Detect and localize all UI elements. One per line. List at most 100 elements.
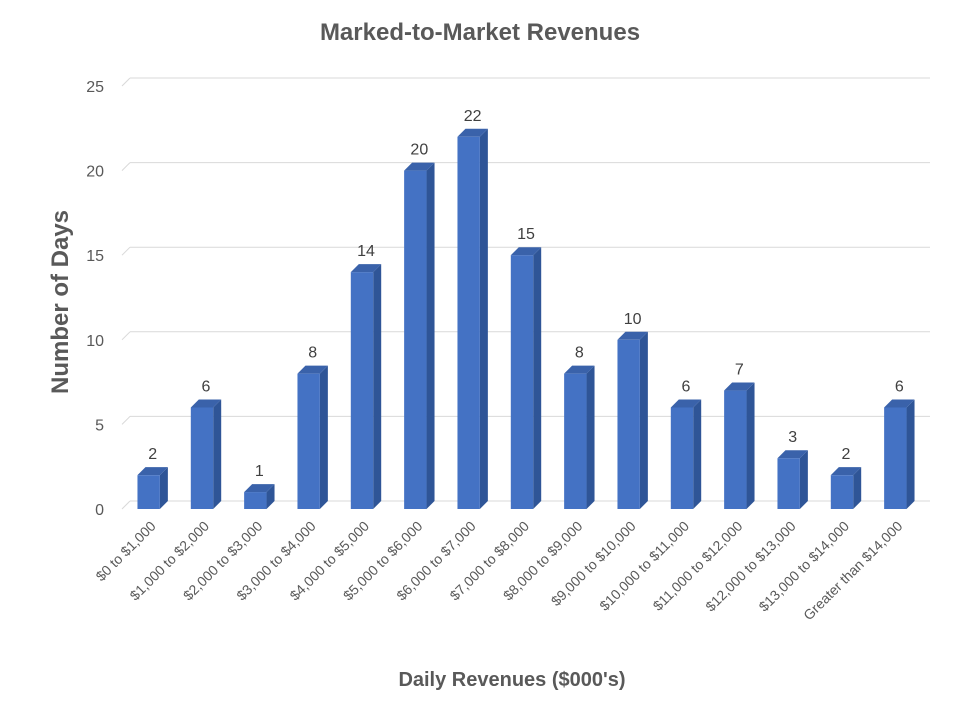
bar-front (190, 407, 214, 509)
bar-10 (670, 399, 702, 509)
gridline-depth-15 (121, 246, 131, 256)
bar-front (404, 170, 427, 509)
bar-top (137, 467, 168, 476)
bar-front (617, 339, 640, 509)
bar-front (724, 390, 747, 509)
data-label: 1 (255, 463, 264, 480)
bar-front (777, 458, 800, 509)
bar-side (373, 264, 382, 509)
bar-side (159, 467, 168, 509)
bar-top (404, 162, 435, 171)
bar-6 (457, 128, 488, 509)
data-label: 6 (895, 378, 904, 395)
bar-11 (724, 382, 755, 509)
y-tick-label: 25 (86, 79, 104, 96)
bar-side (479, 128, 488, 509)
bar-front (830, 475, 854, 509)
y-tick-label: 0 (95, 502, 104, 519)
bar-side (266, 484, 275, 509)
x-axis-title: Daily Revenues ($000's) (398, 669, 625, 691)
data-labels: 2 6 1 8 14 20 22 15 8 10 6 7 3 2 6 (148, 108, 904, 480)
bar-front (350, 272, 374, 509)
bar-top (244, 484, 275, 493)
bar-front (670, 407, 694, 509)
bar-top (777, 450, 808, 459)
bar-1 (190, 399, 222, 509)
y-axis-ticks: 0 5 10 15 20 25 (86, 79, 104, 519)
data-label: 15 (517, 226, 535, 243)
gridline-depth-25 (121, 77, 131, 87)
bar-side (799, 450, 808, 509)
gridline-depth-20 (121, 162, 131, 171)
y-tick-label: 5 (95, 417, 104, 434)
bar-side (533, 247, 542, 509)
data-label: 8 (575, 345, 584, 362)
bar-12 (777, 450, 808, 509)
bar-front (297, 373, 320, 509)
y-tick-label: 10 (86, 333, 104, 350)
bar-side (746, 382, 755, 509)
bar-side (853, 467, 862, 509)
y-tick-label: 15 (86, 248, 104, 265)
bar-3 (297, 365, 328, 509)
bar-side (639, 331, 648, 509)
data-label: 2 (842, 446, 851, 463)
bar-side (213, 399, 222, 509)
bar-5 (404, 162, 435, 509)
bar-side (319, 365, 328, 509)
bar-7 (510, 247, 542, 509)
bar-top (457, 128, 488, 137)
data-label: 10 (624, 311, 642, 328)
y-axis-title: Number of Days (47, 210, 74, 394)
bar-top (297, 365, 328, 374)
bar-top (190, 399, 222, 408)
bar-top (670, 399, 702, 408)
bar-front (457, 136, 480, 509)
x-category-label: $13,000 to $14,000 (755, 518, 852, 615)
bar-4 (350, 264, 382, 509)
bar-side (906, 399, 915, 509)
gridline-depth-5 (121, 416, 131, 425)
gridline-depth-10 (121, 331, 131, 341)
bar-0 (137, 467, 168, 509)
x-category-label: $12,000 to $13,000 (702, 518, 799, 615)
bar-top (510, 247, 542, 256)
bar-13 (830, 467, 862, 509)
data-label: 20 (410, 142, 428, 159)
gridline-depth-0 (121, 500, 131, 510)
data-label: 22 (464, 108, 482, 125)
bar-8 (564, 365, 595, 509)
bar-2 (244, 484, 275, 509)
data-label: 3 (788, 429, 797, 446)
bar-top (884, 399, 915, 408)
data-label: 6 (202, 378, 211, 395)
chart-title: Marked-to-Market Revenues (320, 19, 640, 46)
bar-front (137, 475, 160, 509)
data-label: 8 (308, 345, 317, 362)
bar-top (617, 331, 648, 340)
bars (137, 128, 915, 509)
data-label: 14 (357, 243, 375, 260)
bar-front (244, 492, 267, 509)
x-category-label: $10,000 to $11,000 (596, 518, 692, 614)
y-tick-label: 20 (86, 164, 104, 181)
data-label: 6 (682, 378, 691, 395)
bar-front (510, 255, 534, 509)
bar-side (693, 399, 702, 509)
bar-side (586, 365, 595, 509)
bar-top (724, 382, 755, 391)
bar-14 (884, 399, 915, 509)
bar-front (564, 373, 587, 509)
bar-side (426, 162, 435, 509)
x-axis-categories: $0 to $1,000$1,000 to $2,000$2,000 to $3… (92, 518, 905, 624)
bar-top (830, 467, 862, 476)
x-category-label: $11,000 to $12,000 (650, 518, 746, 614)
bar-top (350, 264, 382, 273)
x-category-label: Greater than $14,000 (800, 518, 906, 624)
bar-top (564, 365, 595, 374)
bar-front (884, 407, 907, 509)
data-label: 7 (735, 362, 744, 379)
bar-9 (617, 331, 648, 509)
data-label: 2 (148, 446, 157, 463)
